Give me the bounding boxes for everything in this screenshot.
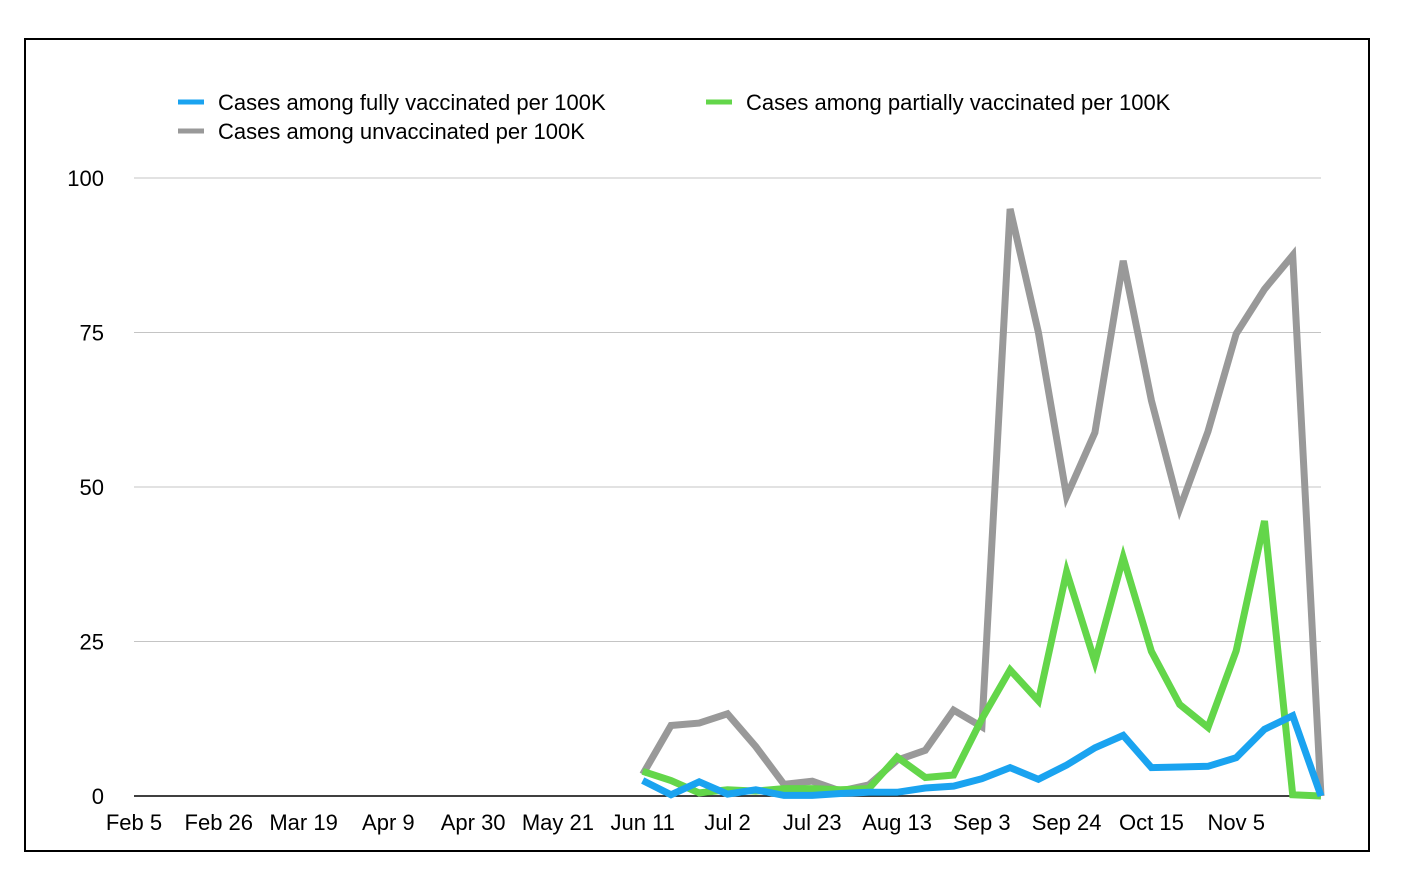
x-tick-label: May 21 <box>522 810 594 835</box>
gridlines <box>134 177 1321 642</box>
x-tick-label: Jul 23 <box>783 810 842 835</box>
series-lines <box>639 208 1325 800</box>
x-tick-label: Aug 13 <box>862 810 932 835</box>
x-tick-label: Feb 26 <box>185 810 254 835</box>
x-tick-label: Apr 9 <box>362 810 415 835</box>
x-tick-label: Sep 3 <box>953 810 1011 835</box>
y-axis-ticks: 0 25 50 75 100 <box>67 166 104 809</box>
x-tick-label: Apr 30 <box>441 810 506 835</box>
legend: Cases among fully vaccinated per 100K Cas… <box>178 90 1171 144</box>
x-tick-label: Jun 11 <box>611 810 675 835</box>
line-chart: 0 25 50 75 100 Feb 5 Feb 26 Mar 19 Apr 9 Apr 30 M… <box>67 90 1325 835</box>
chart-frame: 0 25 50 75 100 Feb 5 Feb 26 Mar 19 Apr 9 Apr 30 M… <box>24 38 1370 852</box>
x-tick-label: Sep 24 <box>1032 810 1102 835</box>
series-line-partially-vaccinated <box>641 520 1322 800</box>
legend-label: Cases among partially vaccinated per 100… <box>746 90 1171 115</box>
y-tick-label: 100 <box>67 166 104 191</box>
legend-label: Cases among fully vaccinated per 100K <box>218 90 606 115</box>
x-tick-label: Feb 5 <box>106 810 162 835</box>
legend-label: Cases among unvaccinated per 100K <box>218 119 585 144</box>
x-tick-label: Nov 5 <box>1207 810 1264 835</box>
x-tick-label: Jul 2 <box>704 810 750 835</box>
series-line-unvaccinated <box>639 208 1325 797</box>
x-axis-ticks: Feb 5 Feb 26 Mar 19 Apr 9 Apr 30 May 21 Jun 11… <box>106 810 1265 835</box>
y-tick-label: 0 <box>92 784 104 809</box>
y-tick-label: 25 <box>80 630 104 655</box>
x-tick-label: Oct 15 <box>1119 810 1184 835</box>
series-line-fully-vaccinated <box>641 710 1325 799</box>
y-tick-label: 75 <box>80 321 104 346</box>
y-tick-label: 50 <box>80 475 104 500</box>
x-tick-label: Mar 19 <box>269 810 337 835</box>
